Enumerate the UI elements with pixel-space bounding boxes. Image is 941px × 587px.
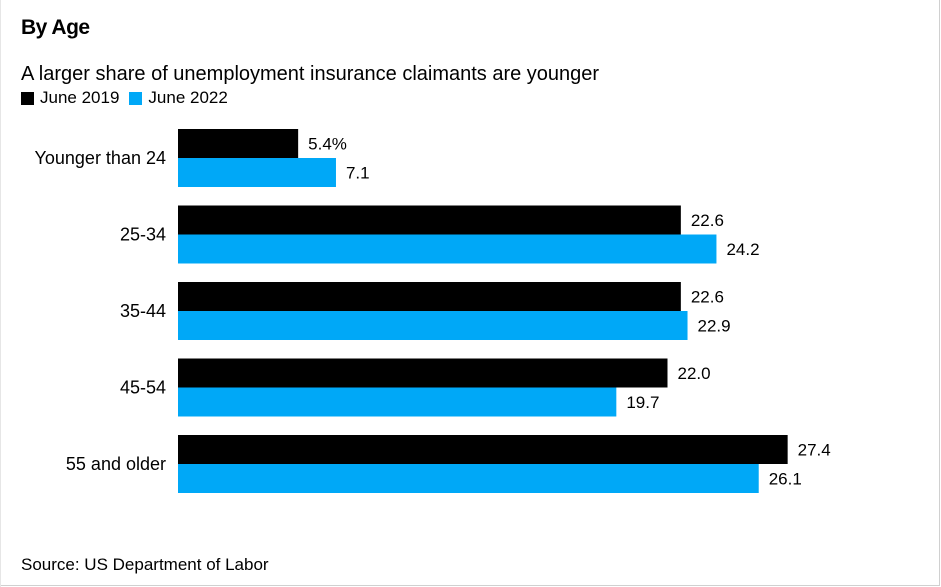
source-note: Source: US Department of Labor [21,555,269,574]
legend-swatch-june-2022 [129,91,143,105]
value-label-june-2019-25-34: 22.6 [691,211,724,230]
bar-june-2022-55-and-older [178,464,759,493]
legend-item-june-2022: June 2022 [129,88,228,108]
value-label-june-2022-55-and-older: 26.1 [769,470,802,489]
bar-june-2019-45-54 [178,358,668,388]
bar-june-2019-25-34 [178,205,681,235]
bar-june-2019-55-and-older [178,435,788,464]
legend-label-june-2019: June 2019 [40,88,120,107]
value-label-june-2019-45-54: 22.0 [678,364,711,383]
bar-june-2022-35-44 [178,311,688,340]
value-label-june-2022-35-44: 22.9 [698,317,731,336]
legend-label-june-2022: June 2022 [148,88,228,107]
bar-june-2022-25-34 [178,234,717,264]
chart-frame-left-edge [0,0,1,587]
bar-june-2022-younger-than-24 [178,158,336,187]
category-label-younger-than-24: Younger than 24 [35,148,166,168]
value-label-june-2019-younger-than-24: 5.4% [308,135,347,154]
value-label-june-2022-younger-than-24: 7.1 [346,164,370,183]
legend-swatch-june-2019 [21,91,34,105]
category-label-55-and-older: 55 and older [66,454,166,474]
category-label-45-54: 45-54 [120,378,166,398]
bar-june-2022-45-54 [178,387,617,417]
chart-title: By Age [21,16,90,39]
value-label-june-2022-25-34: 24.2 [726,240,759,259]
category-label-25-34: 25-34 [120,225,166,245]
legend-item-june-2019: June 2019 [21,88,119,108]
value-label-june-2019-55-and-older: 27.4 [798,441,831,460]
value-label-june-2019-35-44: 22.6 [691,288,724,307]
bar-june-2019-35-44 [178,282,681,311]
chart-subtitle: A larger share of unemployment insurance… [21,63,600,85]
value-label-june-2022-45-54: 19.7 [626,393,659,412]
category-label-35-44: 35-44 [120,301,166,321]
bar-june-2019-younger-than-24 [178,129,299,158]
legend: June 2019 June 2022 [21,88,238,108]
